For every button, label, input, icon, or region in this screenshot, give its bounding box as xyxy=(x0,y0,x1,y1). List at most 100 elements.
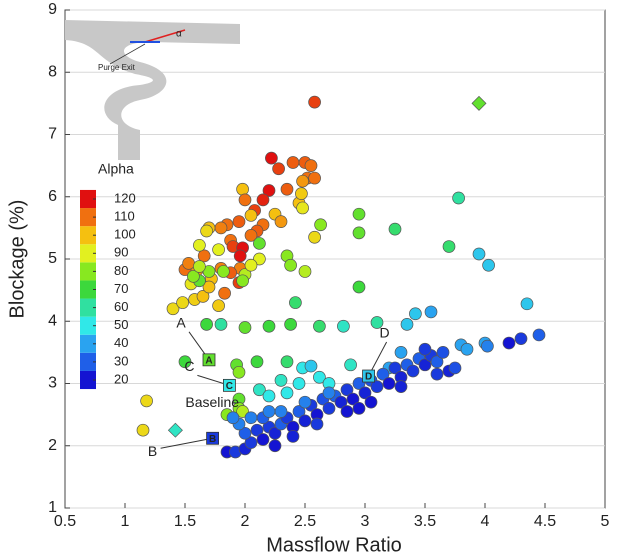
point xyxy=(218,286,231,300)
y-tick-label: 7 xyxy=(48,126,57,143)
point xyxy=(284,258,297,272)
point xyxy=(418,342,432,356)
point xyxy=(314,218,327,232)
point xyxy=(176,296,189,309)
point xyxy=(406,364,420,378)
inset-leader xyxy=(109,43,146,65)
colorbar-title: Alpha xyxy=(98,161,134,177)
colorbar-band xyxy=(80,298,96,317)
annotation-label: D xyxy=(380,325,390,341)
point xyxy=(418,358,432,372)
point xyxy=(292,377,306,390)
point xyxy=(196,290,210,303)
y-tick-label: 4 xyxy=(48,312,57,329)
point xyxy=(430,355,444,369)
point xyxy=(233,249,247,263)
y-axis-title: Blockage (%) xyxy=(6,200,28,319)
point xyxy=(289,296,302,309)
point xyxy=(370,316,384,329)
point xyxy=(344,358,357,372)
point xyxy=(452,191,465,205)
annotation-marker-label: B xyxy=(209,434,216,445)
colorbar-tick-label: 40 xyxy=(114,335,128,350)
point xyxy=(217,265,230,278)
y-tick-label: 6 xyxy=(48,188,57,205)
point xyxy=(253,237,266,250)
point xyxy=(304,159,318,172)
colorbar-band xyxy=(80,244,96,263)
point xyxy=(308,171,321,185)
colorbar-band xyxy=(80,280,96,299)
point xyxy=(212,243,225,257)
point xyxy=(244,436,258,449)
colorbar-tick-label: 100 xyxy=(114,227,136,242)
diamond-marker xyxy=(167,422,183,438)
point xyxy=(352,402,366,415)
colorbar-band xyxy=(80,226,96,245)
point xyxy=(394,380,408,393)
colorbar-band xyxy=(80,262,96,281)
y-tick-label: 2 xyxy=(48,437,57,454)
point xyxy=(376,367,390,381)
point xyxy=(238,193,252,207)
x-tick-label: 0.5 xyxy=(54,513,76,530)
point xyxy=(272,162,285,176)
point xyxy=(280,355,294,369)
colorbar-tick-label: 120 xyxy=(114,190,136,205)
point xyxy=(352,207,366,221)
point xyxy=(334,395,348,409)
point xyxy=(238,321,252,334)
point xyxy=(352,280,366,294)
y-tick-label: 5 xyxy=(48,250,57,267)
annotation-label: C xyxy=(184,358,194,374)
point xyxy=(238,426,252,440)
point xyxy=(346,392,360,406)
point xyxy=(296,174,309,188)
x-tick-label: 1 xyxy=(121,513,130,530)
point xyxy=(304,359,318,373)
x-tick-label: 1.5 xyxy=(174,513,196,530)
point xyxy=(202,280,216,294)
x-axis-title: Massflow Ratio xyxy=(266,534,402,556)
point xyxy=(310,417,324,431)
point xyxy=(482,258,495,272)
point xyxy=(232,215,246,228)
colorbar-band xyxy=(80,208,96,227)
colorbar-tick-label: 60 xyxy=(114,299,128,314)
point xyxy=(256,433,270,446)
point xyxy=(370,380,384,393)
annotation-marker-label: D xyxy=(365,372,372,383)
point xyxy=(292,405,306,418)
colorbar-band xyxy=(80,316,96,335)
inset: Purge Exit α xyxy=(65,20,240,160)
point xyxy=(382,377,396,390)
point xyxy=(244,209,258,222)
annotation-marker xyxy=(362,369,376,383)
point xyxy=(236,182,249,196)
x-tick-label: 2.5 xyxy=(294,513,316,530)
point xyxy=(337,319,350,333)
point xyxy=(409,307,422,321)
point xyxy=(308,230,321,244)
point xyxy=(298,395,312,409)
point xyxy=(358,386,372,400)
point xyxy=(244,228,258,242)
point xyxy=(193,260,206,273)
diamond-label: Baseline xyxy=(185,394,239,410)
point xyxy=(472,247,486,261)
point xyxy=(140,394,153,408)
point xyxy=(262,319,276,333)
point xyxy=(280,386,294,400)
annotation-marker xyxy=(202,353,216,367)
point xyxy=(166,302,180,316)
point xyxy=(284,318,297,331)
inset-arrow xyxy=(144,29,186,43)
point xyxy=(322,402,336,415)
point xyxy=(388,222,402,236)
colorbar-tick-label: 30 xyxy=(114,353,128,368)
colorbar-tick-label: 70 xyxy=(114,281,128,296)
point xyxy=(136,423,150,437)
point xyxy=(352,226,366,240)
point xyxy=(514,332,528,346)
